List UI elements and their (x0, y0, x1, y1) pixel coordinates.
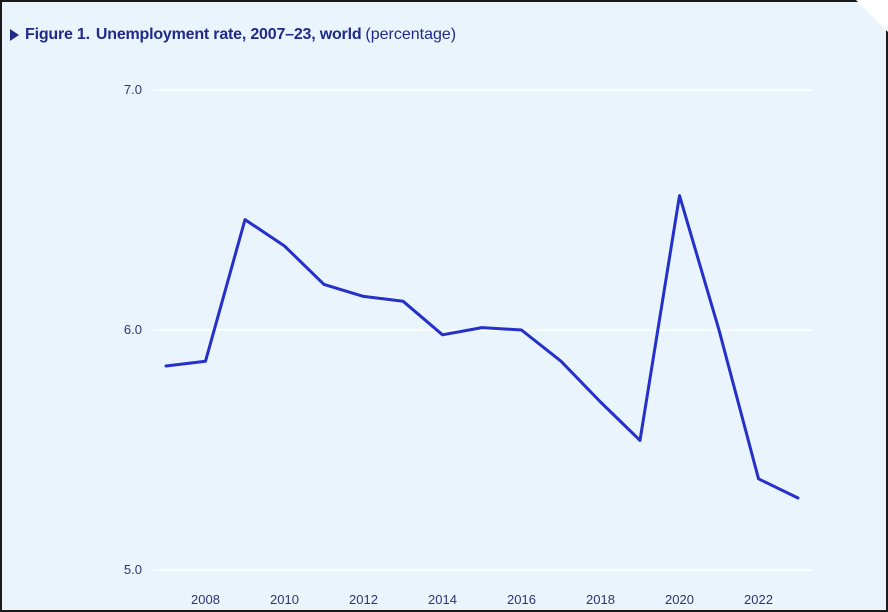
triangle-arrow-icon (10, 29, 19, 41)
x-tick-label: 2010 (270, 592, 299, 607)
x-tick-label: 2018 (586, 592, 615, 607)
y-tick-label: 6.0 (124, 322, 142, 337)
figure-title: Figure 1. Unemployment rate, 2007–23, wo… (10, 22, 456, 48)
x-tick-label: 2022 (744, 592, 773, 607)
y-tick-label: 7.0 (124, 82, 142, 97)
x-tick-label: 2014 (428, 592, 457, 607)
x-tick-label: 2012 (349, 592, 378, 607)
figure-title-unit: (percentage) (365, 26, 457, 43)
series-line (164, 194, 800, 500)
figure-title-text: Unemployment rate, 2007–23, world (95, 26, 362, 43)
x-tick-label: 2016 (507, 592, 536, 607)
folded-corner (856, 0, 888, 32)
x-tick-label: 2008 (191, 592, 220, 607)
figure-label: Figure 1. (25, 26, 90, 43)
y-tick-label: 5.0 (124, 562, 142, 577)
x-tick-label: 2020 (665, 592, 694, 607)
